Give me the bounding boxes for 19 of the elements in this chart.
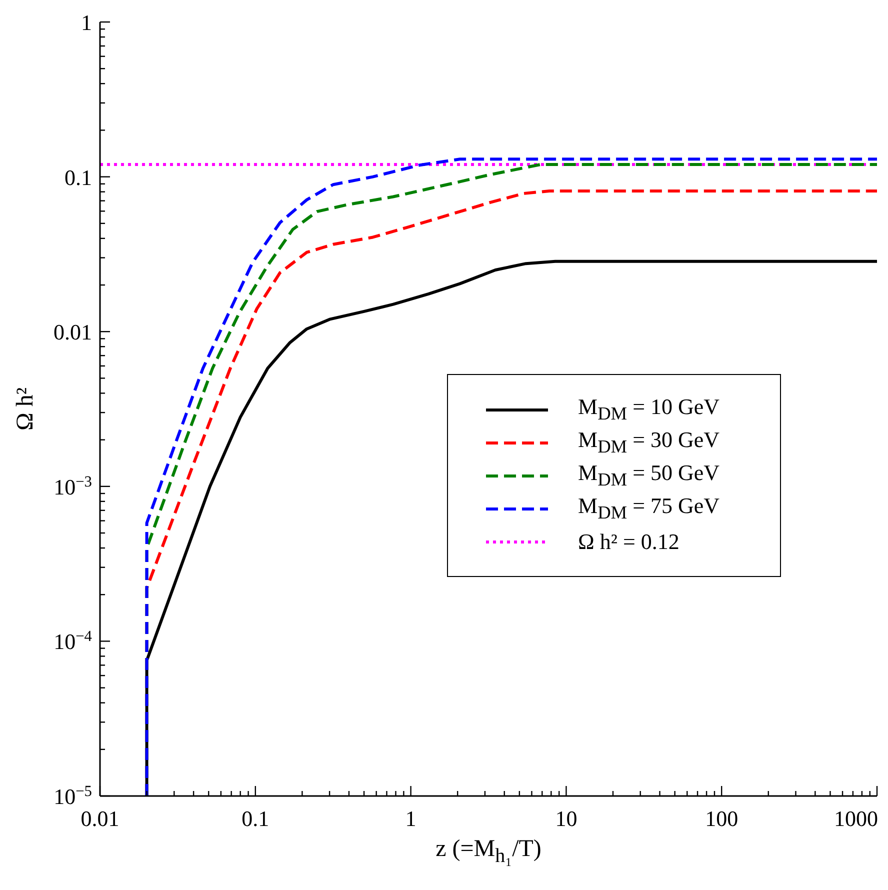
y-tick-label: 10$^{−5}$ — [54, 782, 92, 809]
y-axis-title: Ω h² — [12, 387, 38, 431]
x-tick-label: 0.1 — [242, 806, 270, 831]
legend-label: Ω h² = 0.12 — [578, 528, 680, 554]
legend-label: M$_{DM}$ = 50 GeV — [578, 460, 720, 491]
y-tick-label: 1 — [81, 10, 92, 35]
x-tick-label: 100 — [705, 806, 738, 831]
legend-label: M$_{DM}$ = 30 GeV — [578, 427, 720, 458]
x-tick-label: 0.01 — [80, 806, 120, 831]
y-tick-label: 10$^{−4}$ — [54, 628, 92, 654]
legend-label: M$_{DM}$ = 75 GeV — [578, 493, 720, 524]
x-tick-label: 1000 — [834, 806, 878, 831]
x-tick-label: 1 — [405, 806, 416, 831]
y-tick-label: 10$^{−3}$ — [54, 472, 92, 500]
y-tick-label: 0.01 — [54, 320, 92, 345]
y-tick-label: 0.1 — [64, 164, 92, 190]
x-axis-title: z (=M$_{h₁}$/T) — [434, 836, 542, 868]
x-tick-label: 10 — [555, 806, 578, 831]
legend-label: M$_{DM}$ = 10 GeV — [578, 394, 720, 425]
